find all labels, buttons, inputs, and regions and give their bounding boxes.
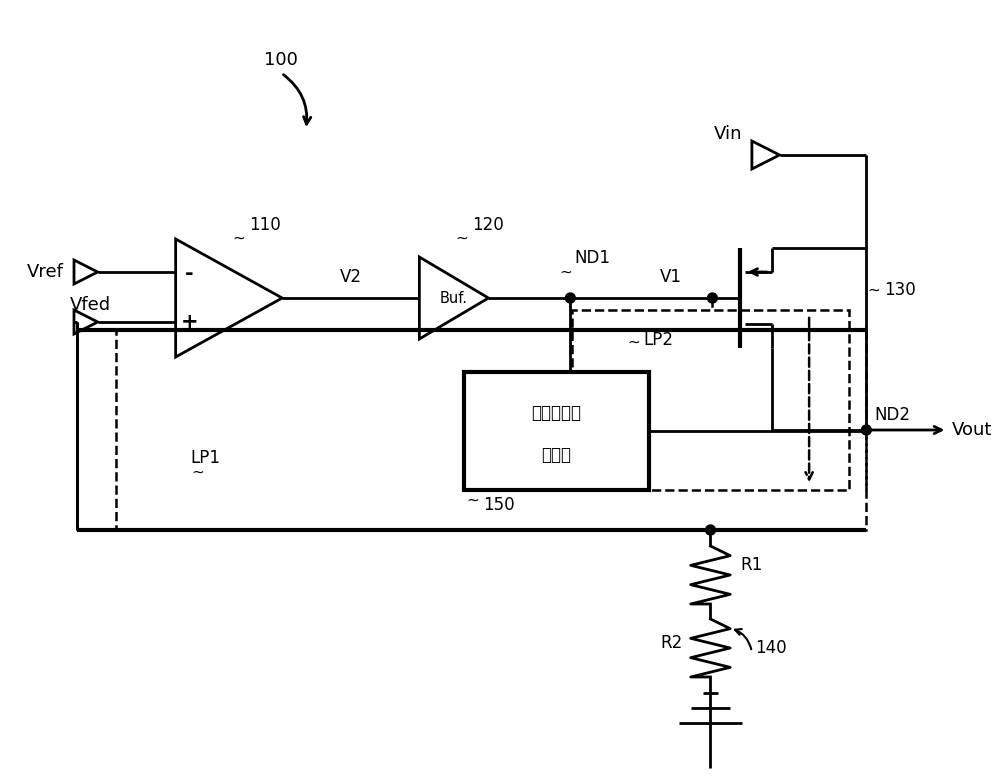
Text: ~: ~ [232,231,245,245]
Text: Buf.: Buf. [440,291,468,305]
Text: 100: 100 [264,51,298,69]
Text: R2: R2 [661,634,683,652]
Bar [464,372,649,490]
Text: V1: V1 [660,268,682,286]
Text: +: + [181,312,198,332]
Text: ~: ~ [627,334,640,350]
Circle shape [565,293,575,303]
Text: LP1: LP1 [190,449,220,467]
Text: 130: 130 [884,281,916,299]
Text: Vfed: Vfed [70,296,111,314]
Text: ~: ~ [191,464,204,480]
Text: Vref: Vref [27,263,64,281]
Text: -: - [185,264,194,284]
Text: 120: 120 [472,216,503,234]
Circle shape [861,425,871,435]
Text: LP2: LP2 [643,331,673,349]
Text: 快速推挤式: 快速推挤式 [532,404,582,422]
Text: 140: 140 [755,639,786,657]
Text: ~: ~ [868,283,881,298]
Text: 110: 110 [249,216,280,234]
Text: 150: 150 [484,496,515,514]
Text: ND1: ND1 [574,249,610,267]
Text: ~: ~ [862,422,875,438]
Text: Vin: Vin [714,125,742,143]
Circle shape [706,525,715,535]
Text: ~: ~ [455,231,468,245]
Bar [116,330,866,530]
Text: Vout: Vout [952,421,993,439]
Text: ~: ~ [559,265,572,280]
Text: 驱动器: 驱动器 [542,446,572,464]
Text: V2: V2 [340,268,362,286]
Text: ~: ~ [466,492,479,507]
Bar [572,310,849,490]
Circle shape [707,293,717,303]
Text: ND2: ND2 [874,406,910,424]
Text: R1: R1 [740,556,762,574]
